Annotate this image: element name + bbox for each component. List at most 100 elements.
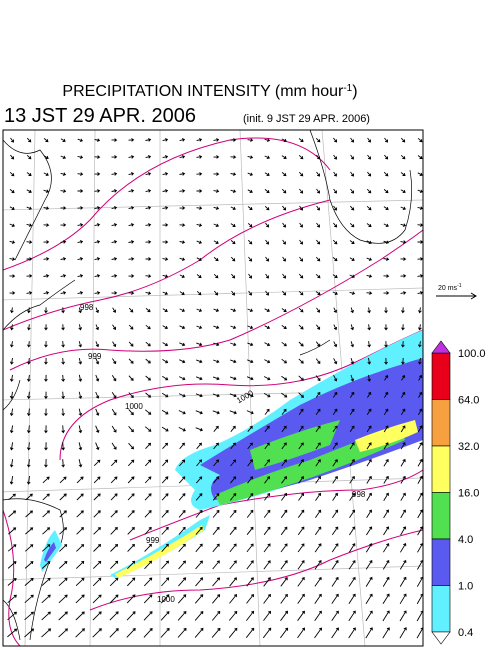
wind-arrow	[179, 223, 186, 227]
wind-arrow	[246, 543, 254, 553]
wind-arrow	[246, 610, 255, 621]
wind-arrow	[26, 291, 33, 295]
wind-arrow	[349, 291, 356, 295]
wind-arrow	[349, 509, 356, 519]
wind-arrow	[178, 476, 186, 484]
wind-arrow	[418, 324, 422, 331]
wind-arrow	[9, 408, 14, 417]
wind-arrow	[27, 307, 31, 314]
wind-arrow	[78, 459, 83, 468]
wind-arrow	[315, 273, 321, 279]
wind-arrow	[194, 627, 204, 638]
wind-arrow	[401, 374, 406, 381]
wind-arrow	[76, 544, 85, 552]
wind-arrow	[281, 459, 287, 467]
wind-arrow	[333, 341, 338, 348]
wind-arrow	[144, 476, 152, 484]
wind-arrow	[144, 510, 152, 518]
wind-arrow	[315, 408, 321, 415]
wind-arrow	[298, 154, 304, 160]
wind-arrow	[161, 426, 169, 432]
wind-arrow	[350, 341, 355, 348]
wind-arrow	[366, 223, 372, 227]
wind-arrow	[384, 324, 388, 331]
wind-arrow	[178, 577, 187, 587]
wind-arrow	[384, 391, 389, 398]
isobar-label: 999	[88, 352, 102, 361]
wind-arrow	[366, 188, 372, 194]
wind-arrow	[383, 459, 389, 467]
wind-arrow	[162, 359, 169, 364]
wind-arrow	[7, 594, 17, 604]
wind-arrow	[366, 257, 373, 261]
wind-arrow	[366, 205, 372, 211]
wind-arrow	[333, 374, 338, 382]
wind-arrow	[110, 476, 118, 484]
wind-arrow	[365, 543, 373, 553]
wind-arrow	[196, 308, 203, 313]
wind-arrow	[213, 359, 220, 364]
wind-arrow	[127, 527, 135, 535]
wind-arrow	[350, 374, 355, 382]
wind-scale-arrow	[436, 292, 477, 300]
wind-arrow	[111, 206, 118, 210]
wind-arrow	[112, 307, 116, 313]
wind-arrow	[93, 459, 101, 467]
wind-arrow	[160, 611, 170, 621]
wind-arrow	[367, 357, 372, 365]
wind-arrow	[332, 239, 338, 245]
wind-arrow	[43, 206, 50, 210]
wind-arrow	[59, 544, 68, 552]
wind-arrow	[25, 544, 34, 552]
wind-arrow	[26, 206, 33, 210]
wind-arrow	[229, 410, 237, 415]
wind-arrow	[75, 594, 85, 604]
wind-arrow	[367, 374, 372, 382]
wind-arrow	[247, 359, 254, 364]
title-close: )	[352, 83, 357, 100]
colorbar-label: 100.0	[458, 348, 486, 360]
wind-arrow	[383, 274, 390, 278]
wind-arrow	[128, 375, 134, 381]
wind-arrow	[281, 172, 287, 177]
wind-arrow	[281, 425, 287, 433]
wind-arrow	[265, 222, 270, 228]
wind-arrow	[111, 375, 117, 382]
wind-arrow	[314, 627, 322, 639]
wind-arrow	[247, 308, 254, 313]
wind-arrow	[332, 291, 338, 295]
wind-arrow	[213, 206, 220, 210]
wind-arrow	[78, 425, 83, 434]
wind-arrow	[229, 593, 237, 604]
wind-arrow	[264, 359, 271, 364]
title: PRECIPITATION INTENSITY (mm hour-1)	[62, 83, 357, 101]
wind-arrow	[383, 475, 389, 484]
wind-arrow	[247, 325, 254, 330]
wind-arrow	[143, 577, 153, 587]
wind-arrow	[7, 578, 17, 586]
wind-arrow	[247, 172, 254, 176]
wind-arrow	[143, 594, 153, 604]
wind-arrow	[179, 442, 185, 450]
wind-arrow	[384, 137, 388, 143]
wind-arrow	[228, 610, 238, 621]
wind-arrow	[196, 290, 202, 296]
wind-arrow	[9, 374, 14, 382]
wind-arrow	[78, 442, 83, 451]
wind-arrow	[264, 442, 270, 450]
wind-arrow	[265, 239, 269, 245]
wind-arrow	[42, 476, 50, 484]
wind-arrow	[213, 189, 220, 193]
wind-arrow	[382, 627, 390, 639]
wind-arrow	[128, 274, 135, 278]
wind-arrow	[9, 341, 14, 348]
wind-arrow	[367, 307, 371, 314]
wind-arrow	[7, 628, 18, 638]
wind-arrow	[281, 325, 287, 330]
title-text: PRECIPITATION INTENSITY (mm hour	[62, 83, 344, 100]
wind-arrow	[264, 325, 271, 330]
wind-arrow	[400, 240, 407, 244]
wind-arrow	[213, 138, 220, 142]
wind-arrow	[417, 458, 423, 467]
wind-arrow	[230, 172, 237, 176]
